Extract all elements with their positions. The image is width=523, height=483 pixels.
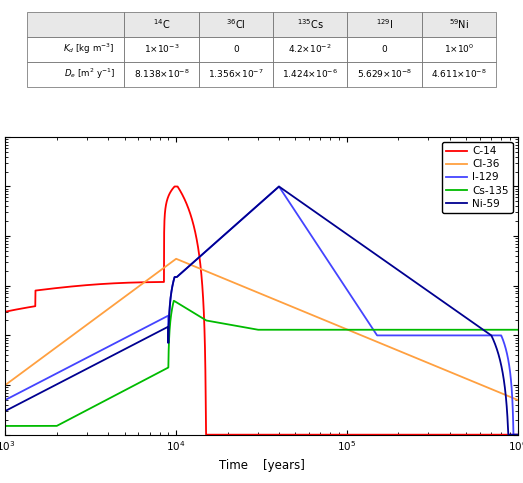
Cl-36	[95, 313, 101, 319]
Ni-59	[310, 207, 316, 213]
Line: Cs-135: Cs-135	[5, 301, 518, 426]
Cl-36	[173, 256, 179, 262]
Line: C-14: C-14	[5, 186, 518, 435]
I-129	[310, 235, 316, 241]
Cs-135	[2, 423, 8, 429]
C-14	[424, 432, 430, 438]
Legend: C-14, Cl-36, I-129, Cs-135, Ni-59: C-14, Cl-36, I-129, Cs-135, Ni-59	[442, 142, 513, 213]
Cl-36	[336, 323, 342, 329]
Ni-59	[515, 432, 521, 438]
Cs-135	[515, 327, 521, 333]
Cs-135	[95, 401, 101, 407]
Cl-36	[515, 397, 521, 403]
Ni-59	[424, 287, 430, 293]
X-axis label: Time    [years]: Time [years]	[219, 459, 304, 472]
Cs-135	[198, 314, 204, 320]
C-14	[2, 309, 8, 314]
C-14	[515, 432, 521, 438]
I-129	[384, 332, 391, 338]
Cl-36	[384, 343, 391, 349]
Ni-59	[95, 360, 101, 366]
Ni-59	[198, 253, 204, 258]
C-14	[385, 432, 391, 438]
C-14	[310, 432, 316, 438]
I-129	[336, 274, 342, 280]
I-129	[515, 432, 521, 438]
Cs-135	[424, 327, 430, 333]
Cs-135	[170, 298, 177, 304]
Ni-59	[2, 408, 8, 414]
C-14	[95, 282, 101, 287]
I-129	[2, 397, 8, 403]
Cl-36	[198, 266, 204, 272]
Cs-135	[310, 327, 316, 333]
Cs-135	[336, 327, 342, 333]
Cl-36	[2, 382, 8, 388]
Ni-59	[505, 432, 511, 438]
C-14	[336, 432, 342, 438]
Cl-36	[424, 359, 430, 365]
C-14	[172, 184, 178, 189]
I-129	[95, 349, 101, 355]
Cl-36	[310, 313, 316, 318]
Line: Cl-36: Cl-36	[5, 259, 518, 400]
I-129	[198, 253, 204, 258]
Ni-59	[336, 226, 342, 231]
Ni-59	[276, 184, 282, 189]
I-129	[424, 332, 430, 338]
I-129	[510, 432, 517, 438]
C-14	[203, 432, 209, 438]
C-14	[198, 270, 204, 275]
Ni-59	[384, 260, 391, 266]
Line: I-129: I-129	[5, 186, 518, 435]
I-129	[276, 184, 282, 189]
Line: Ni-59: Ni-59	[5, 186, 518, 435]
Cs-135	[384, 327, 391, 333]
